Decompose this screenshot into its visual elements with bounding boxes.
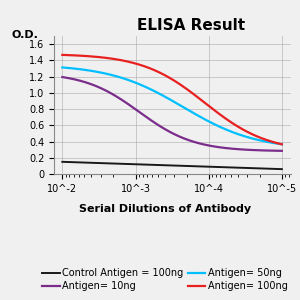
Title: ELISA Result: ELISA Result: [137, 18, 245, 33]
Text: Serial Dilutions of Antibody: Serial Dilutions of Antibody: [79, 203, 251, 214]
Text: O.D.: O.D.: [11, 31, 38, 40]
Legend: Control Antigen = 100ng, Antigen= 10ng, Antigen= 50ng, Antigen= 100ng: Control Antigen = 100ng, Antigen= 10ng, …: [38, 264, 292, 295]
